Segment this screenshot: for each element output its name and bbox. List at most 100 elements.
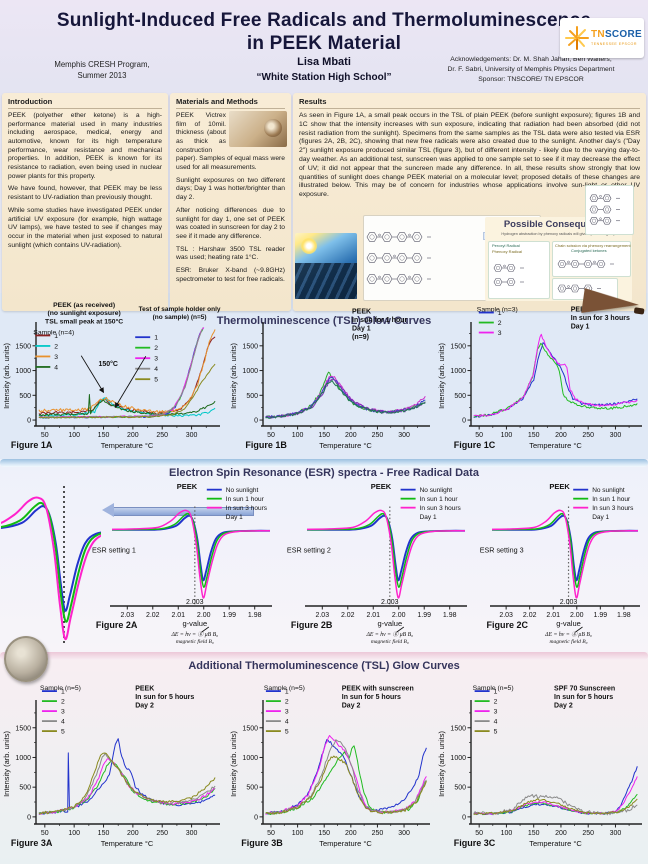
chain-scission-box: Chain scission via phenoxy rearrangement… (552, 241, 631, 277)
chemical-structure-inset (585, 185, 634, 235)
svg-text:(no sample) (n=5): (no sample) (n=5) (153, 314, 207, 321)
svg-text:Temperature °C: Temperature °C (101, 441, 154, 450)
ack-line2: Dr. F. Sabri, University of Memphis Phys… (447, 65, 615, 73)
svg-text:150: 150 (98, 432, 110, 439)
svg-text:50: 50 (267, 432, 275, 439)
svg-text:1500: 1500 (242, 343, 258, 350)
svg-text:PEEK (as received): PEEK (as received) (53, 302, 115, 309)
materials-methods-box: Materials and Methods PEEK Victrex film … (170, 93, 291, 311)
figure-3c-chart: 50 100 150 200 250 300 0 500 1000 1500 Sample (n=5… (437, 674, 646, 860)
svg-text:300: 300 (186, 830, 198, 837)
svg-text:300: 300 (610, 830, 622, 837)
figure-3b-chart: 50 100 150 200 250 300 0 500 1000 1500 Sample (n=5… (229, 674, 434, 860)
svg-text:In sun 3 hours: In sun 3 hours (420, 505, 462, 512)
svg-text:3: 3 (61, 709, 65, 716)
svg-text:TSL small peak at 150°C: TSL small peak at 150°C (45, 317, 123, 325)
svg-text:2.01: 2.01 (171, 612, 185, 619)
svg-text:1000: 1000 (242, 368, 258, 375)
methods-paragraph-1: PEEK Victrex film of 10mil. thickness (a… (176, 111, 285, 172)
svg-text:1500: 1500 (450, 343, 466, 350)
svg-text:No sunlight: No sunlight (420, 487, 453, 494)
figure-1c-chart: 50 100 150 200 250 300 0 500 1000 1500 Sample (n=3… (437, 300, 646, 458)
svg-text:Day 1: Day 1 (226, 514, 243, 521)
svg-text:3: 3 (285, 709, 289, 716)
svg-text:PEEK: PEEK (177, 482, 198, 491)
svg-text:2.003: 2.003 (381, 599, 399, 606)
svg-text:100: 100 (68, 432, 80, 439)
svg-text:200: 200 (127, 432, 139, 439)
svg-text:Figure 1A: Figure 1A (11, 440, 53, 450)
svg-text:300: 300 (398, 830, 410, 837)
photo-sample-holder-coin (2, 634, 48, 684)
svg-text:magnetic field B₀: magnetic field B₀ (371, 638, 409, 645)
svg-text:150: 150 (98, 830, 110, 837)
svg-text:200: 200 (345, 432, 357, 439)
tsl-section-background (0, 293, 648, 459)
svg-text:Figure 2B: Figure 2B (291, 620, 333, 630)
svg-text:5: 5 (494, 729, 498, 736)
chemical-structure-diagram (587, 187, 631, 232)
svg-text:500: 500 (454, 785, 466, 792)
svg-text:0: 0 (462, 814, 466, 821)
introduction-paragraph-2: We have found, however, that PEEK may be… (8, 185, 162, 202)
methods-paragraph-3: After noticing differences due to sunlig… (176, 206, 285, 240)
svg-text:200: 200 (127, 830, 139, 837)
figure-3a-chart: 50 100 150 200 250 300 0 500 1000 1500 Sample (n=5… (2, 674, 224, 860)
svg-text:1000: 1000 (450, 368, 466, 375)
svg-text:Intensity (arb. units): Intensity (arb. units) (2, 343, 11, 409)
svg-text:250: 250 (582, 830, 594, 837)
svg-text:g-value: g-value (378, 619, 403, 628)
svg-text:In sun for 1 hour: In sun for 1 hour (352, 317, 407, 324)
svg-text:200: 200 (345, 830, 357, 837)
svg-text:2.00: 2.00 (197, 612, 211, 619)
svg-text:2.00: 2.00 (392, 612, 406, 619)
svg-text:2: 2 (494, 699, 498, 706)
introduction-box: Introduction PEEK (polyether ether keton… (2, 93, 168, 311)
starburst-icon (565, 26, 589, 50)
section-header-tsl: Thermoluminescence (TSL) Glow Curves (216, 315, 432, 327)
svg-text:ESR setting 2: ESR setting 2 (287, 546, 331, 555)
svg-text:500: 500 (246, 785, 258, 792)
svg-text:100: 100 (292, 830, 304, 837)
ketone-structures-box (552, 278, 618, 300)
svg-text:2.01: 2.01 (366, 612, 380, 619)
logo-wordmark: TNSCORE (591, 29, 642, 40)
svg-text:ESR setting 3: ESR setting 3 (480, 546, 524, 555)
introduction-paragraph-1: PEEK (polyether ether ketone) is a high-… (8, 111, 162, 180)
svg-text:2: 2 (154, 345, 158, 352)
svg-text:50: 50 (475, 830, 483, 837)
svg-text:3: 3 (154, 356, 158, 363)
svg-text:500: 500 (19, 393, 31, 400)
section-header-esr: Electron Spin Resonance (ESR) spectra - … (169, 467, 479, 479)
svg-text:Intensity (arb. units): Intensity (arb. units) (2, 731, 11, 797)
figure-2a-chart: 2.03 2.02 2.01 2.00 1.99 1.98 2.003 No sunlight… (88, 480, 286, 652)
svg-text:3: 3 (498, 330, 502, 337)
svg-text:300: 300 (186, 432, 198, 439)
consequence-label-hydrogen: Hydrogen abstraction by phenoxy radicals… (501, 232, 616, 237)
svg-text:1: 1 (498, 310, 502, 317)
svg-text:(n=9): (n=9) (352, 334, 369, 341)
svg-text:50: 50 (267, 830, 275, 837)
svg-text:2.02: 2.02 (523, 612, 537, 619)
svg-text:In sun for 5 hours: In sun for 5 hours (342, 694, 401, 701)
svg-text:Sample (n=5): Sample (n=5) (473, 685, 514, 692)
results-body: As seen in Figure 1A, a small peak occur… (299, 111, 640, 199)
svg-text:2.03: 2.03 (120, 612, 134, 619)
results-heading: Results (299, 97, 640, 109)
svg-text:250: 250 (156, 830, 168, 837)
svg-text:2: 2 (61, 699, 65, 706)
svg-text:5: 5 (285, 729, 289, 736)
svg-text:magnetic field B₀: magnetic field B₀ (550, 638, 588, 645)
svg-text:2: 2 (285, 699, 289, 706)
methods-paragraph-5: ESR: Bruker X-band (~9.8GHz) spectromete… (176, 267, 285, 283)
svg-text:Figure 3C: Figure 3C (454, 838, 496, 848)
program-line1: Memphis CRESH Program, (54, 60, 150, 69)
svg-text:Intensity (arb. units): Intensity (arb. units) (229, 343, 238, 409)
svg-text:50: 50 (475, 432, 483, 439)
svg-text:1.99: 1.99 (222, 612, 236, 619)
svg-text:Temperature °C: Temperature °C (319, 441, 372, 450)
logo-tn: TN (591, 29, 605, 40)
svg-text:Figure 3A: Figure 3A (11, 838, 53, 848)
svg-text:Intensity (arb. units): Intensity (arb. units) (437, 343, 446, 409)
svg-text:2.003: 2.003 (186, 599, 204, 606)
